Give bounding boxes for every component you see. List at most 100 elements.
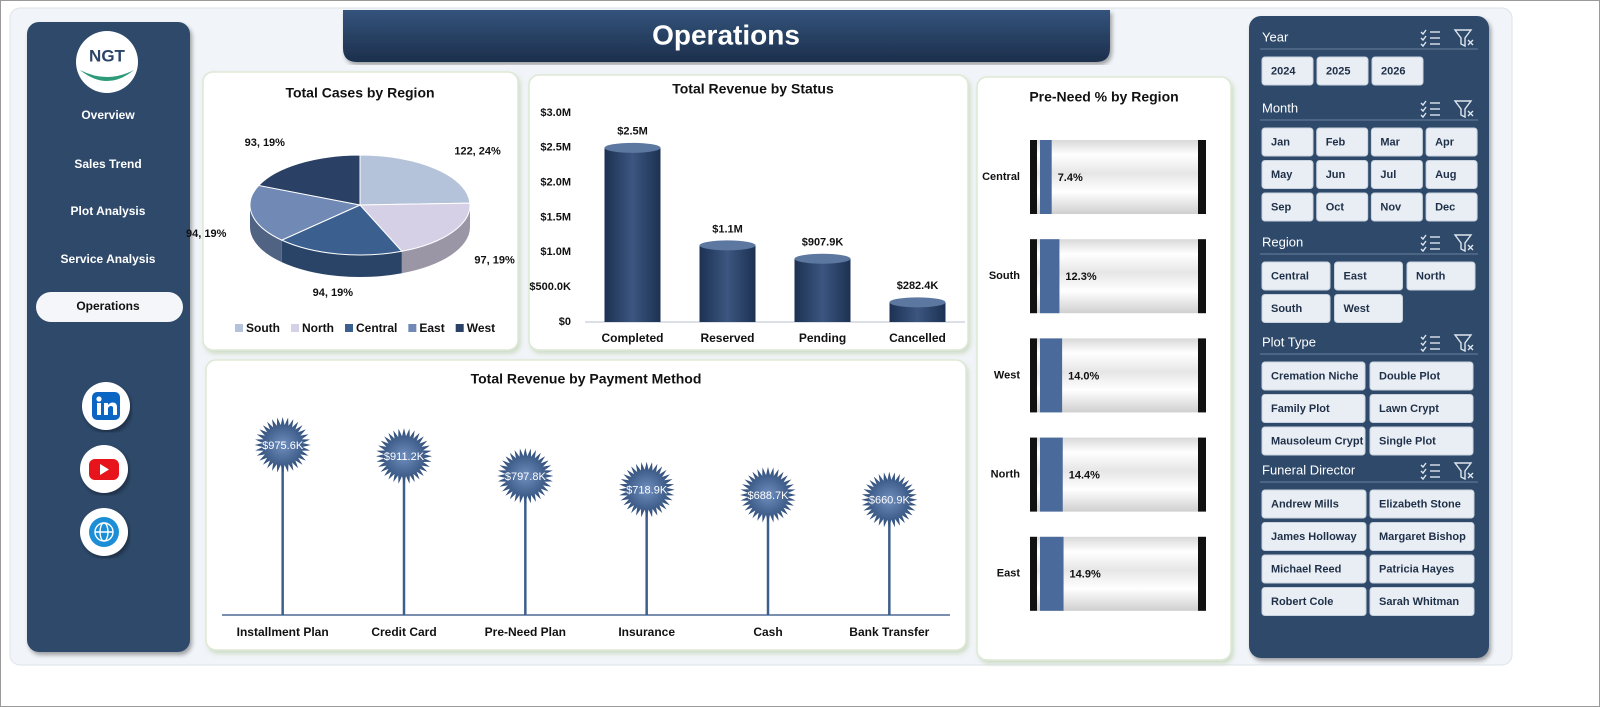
slicer-button[interactable]: Double Plot	[1369, 361, 1474, 391]
button-label: Sarah Whitman	[1379, 596, 1459, 608]
slicer-button[interactable]: Elizabeth Stone	[1369, 489, 1475, 519]
lollipop-head	[618, 461, 675, 518]
multi-select-icon[interactable]	[1420, 100, 1440, 119]
button-bg	[1369, 426, 1474, 456]
button-label: Jul	[1380, 169, 1396, 181]
slicer-button[interactable]: Single Plot	[1369, 426, 1474, 456]
slicer-button[interactable]: East	[1334, 261, 1403, 291]
nav-item[interactable]: Operations	[36, 292, 183, 322]
social-linkedin[interactable]	[82, 382, 130, 430]
slicer-button[interactable]: Margaret Bishop	[1369, 522, 1475, 551]
slicer-title: Region	[1262, 234, 1303, 249]
slicer-button[interactable]: Mausoleum Crypt	[1261, 426, 1366, 456]
slicer-button[interactable]: Aug	[1425, 160, 1478, 189]
y-tick-label: $2.0M	[540, 177, 571, 189]
track-cap	[1030, 437, 1037, 512]
slicer-button[interactable]: Jul	[1370, 160, 1423, 189]
slicer-button[interactable]: Cremation Niche	[1261, 361, 1366, 391]
bar-cap	[889, 297, 946, 308]
clear-filter-icon[interactable]	[1453, 100, 1474, 119]
button-label: East	[1344, 270, 1368, 282]
slicer-button[interactable]: 2025	[1316, 56, 1369, 86]
slicer-button[interactable]: May	[1261, 160, 1314, 189]
button-label: 2026	[1381, 65, 1405, 77]
slicer-button[interactable]: 2024	[1261, 56, 1314, 86]
slicer-button[interactable]: Robert Cole	[1261, 587, 1367, 616]
clear-filter-icon[interactable]	[1453, 334, 1474, 353]
track-cap	[1030, 536, 1037, 611]
bar-cap	[604, 142, 661, 153]
slicer-button[interactable]: Mar	[1370, 127, 1423, 157]
progress-bar	[1040, 536, 1064, 611]
nav-item[interactable]: Sales Trend	[74, 157, 141, 171]
legend-item[interactable]: East	[408, 321, 445, 335]
slicer-button[interactable]: Michael Reed	[1261, 554, 1367, 584]
slicer-button[interactable]: South	[1261, 294, 1331, 323]
social-youtube[interactable]	[80, 445, 128, 493]
data-label: $2.5M	[617, 126, 648, 138]
x-tick-label: Pre-Need Plan	[485, 625, 566, 639]
nav-label: Operations	[76, 299, 140, 313]
slicer-button[interactable]: Patricia Hayes	[1369, 554, 1475, 584]
button-bg	[1261, 426, 1366, 456]
button-bg	[1371, 56, 1424, 86]
legend-item[interactable]: South	[235, 321, 280, 335]
button-bg	[1261, 587, 1367, 616]
legend-item[interactable]: North	[291, 321, 334, 335]
progress-bar	[1040, 140, 1052, 214]
slicer-button[interactable]: North	[1406, 261, 1476, 291]
clear-filter-icon[interactable]	[1453, 462, 1474, 481]
slicer-title: Month	[1262, 100, 1298, 115]
slicer-button[interactable]: Central	[1261, 261, 1331, 291]
y-tick-label: East	[997, 568, 1021, 580]
slicer-button[interactable]: West	[1334, 294, 1403, 323]
clear-filter-icon[interactable]	[1453, 29, 1474, 48]
legend-item[interactable]: West	[455, 321, 495, 335]
slicer-button[interactable]: Lawn Crypt	[1369, 394, 1474, 423]
multi-select-icon[interactable]	[1420, 462, 1440, 481]
multi-select-icon[interactable]	[1420, 234, 1440, 253]
slicer-button[interactable]: Sep	[1261, 192, 1314, 222]
icon-check	[1420, 346, 1427, 353]
multi-select-icon[interactable]	[1420, 334, 1440, 353]
button-bg	[1425, 160, 1478, 189]
icon-check	[1420, 106, 1427, 113]
slicer-button[interactable]: Andrew Mills	[1261, 489, 1367, 519]
slicer-button[interactable]: Nov	[1370, 192, 1423, 222]
legend-item[interactable]: Central	[345, 321, 397, 335]
legend-swatch	[235, 324, 243, 332]
pie-slice	[249, 184, 362, 241]
slicer-button[interactable]: Family Plot	[1261, 394, 1366, 423]
nav-item[interactable]: Overview	[81, 108, 135, 122]
slicer-button[interactable]: Sarah Whitman	[1369, 587, 1475, 616]
button-label: Andrew Mills	[1271, 498, 1339, 510]
slicer-button[interactable]: Jun	[1316, 160, 1369, 189]
slicer-button[interactable]: James Holloway	[1261, 522, 1367, 551]
pie-side-shade	[281, 240, 402, 277]
slicer-button[interactable]: Dec	[1425, 192, 1478, 222]
nav-item[interactable]: Service Analysis	[61, 252, 156, 266]
slicer-button[interactable]: Apr	[1425, 127, 1478, 157]
legend-swatch	[291, 324, 299, 332]
nav-item[interactable]: Plot Analysis	[71, 204, 146, 218]
data-label: $282.4K	[897, 280, 939, 292]
y-tick-label: North	[991, 469, 1021, 481]
social-web[interactable]	[80, 508, 128, 556]
clear-filter-icon[interactable]	[1453, 234, 1474, 253]
button-bg	[1369, 489, 1475, 519]
progress-bar	[1040, 437, 1063, 512]
y-tick-label: $2.5M	[540, 142, 571, 154]
button-bg	[1261, 489, 1367, 519]
chart-title: Total Revenue by Status	[672, 81, 834, 97]
y-tick-label: $500.0K	[529, 281, 571, 293]
button-bg	[1425, 127, 1478, 157]
slicer-button[interactable]: Oct	[1316, 192, 1369, 222]
track-cap	[1198, 338, 1206, 413]
button-label: Mausoleum Crypt	[1271, 435, 1364, 447]
slicer-button[interactable]: 2026	[1371, 56, 1424, 86]
button-label: 2024	[1271, 65, 1296, 77]
multi-select-icon[interactable]	[1420, 29, 1440, 48]
data-label: 93, 19%	[245, 137, 286, 149]
slicer-button[interactable]: Feb	[1316, 127, 1369, 157]
slicer-button[interactable]: Jan	[1261, 127, 1314, 157]
